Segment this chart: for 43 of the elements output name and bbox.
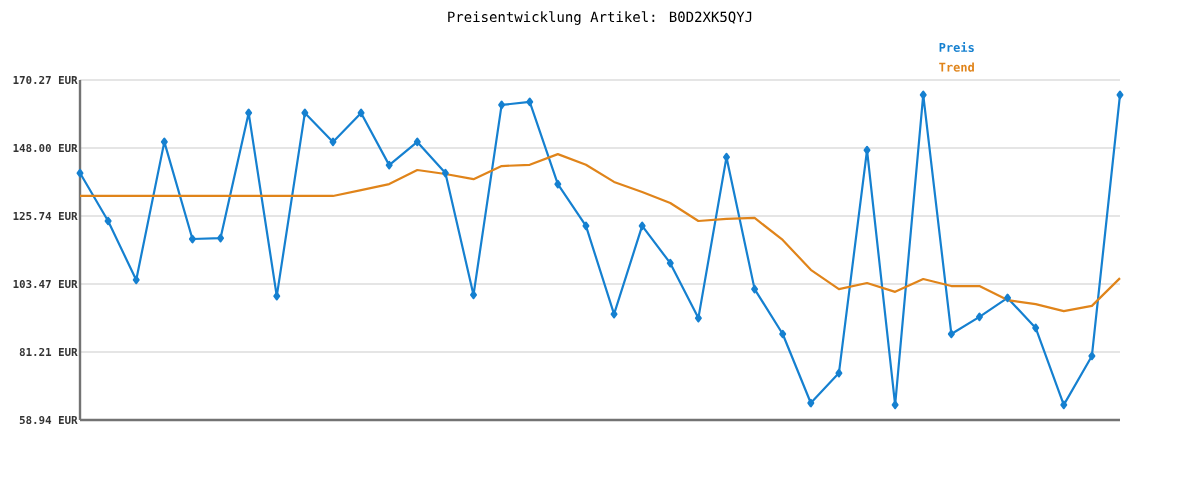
point [357,108,365,118]
point [498,100,506,110]
text: Preis [939,42,974,52]
point [582,221,590,231]
point [385,160,393,170]
point [413,137,421,147]
point [807,398,815,408]
y-tick-label: 170.27 EUR [13,75,78,85]
point [1088,351,1096,361]
point [694,313,702,323]
point [1060,400,1068,410]
point [273,291,281,301]
point [863,145,871,155]
point [217,233,225,243]
y-tick-label: 81.21 EUR [19,347,78,357]
point [919,90,927,100]
point [779,329,787,339]
point [891,400,899,410]
point [188,234,196,244]
point [554,179,562,189]
point [638,221,646,231]
y-tick-label: 58.94 EUR [19,415,78,425]
point [301,108,309,118]
point [610,309,618,319]
point [666,258,674,268]
y-tick-label: 103.47 EUR [13,279,78,289]
y-tick-label: 148.00 EUR [13,143,78,153]
y-tick-label: 125.74 EUR [13,211,78,221]
point [751,284,759,294]
point [1004,293,1012,303]
point [947,329,955,339]
chart-title: Preisentwicklung Artikel: B0D2XK5QYJ [448,11,752,25]
point [526,97,534,107]
point [76,168,84,178]
point [132,275,140,285]
point [329,137,337,147]
point [1032,323,1040,333]
point [441,168,449,178]
point [1116,90,1124,100]
point [975,312,983,322]
text: Trend [939,62,974,72]
point [104,216,112,226]
point [835,368,843,378]
